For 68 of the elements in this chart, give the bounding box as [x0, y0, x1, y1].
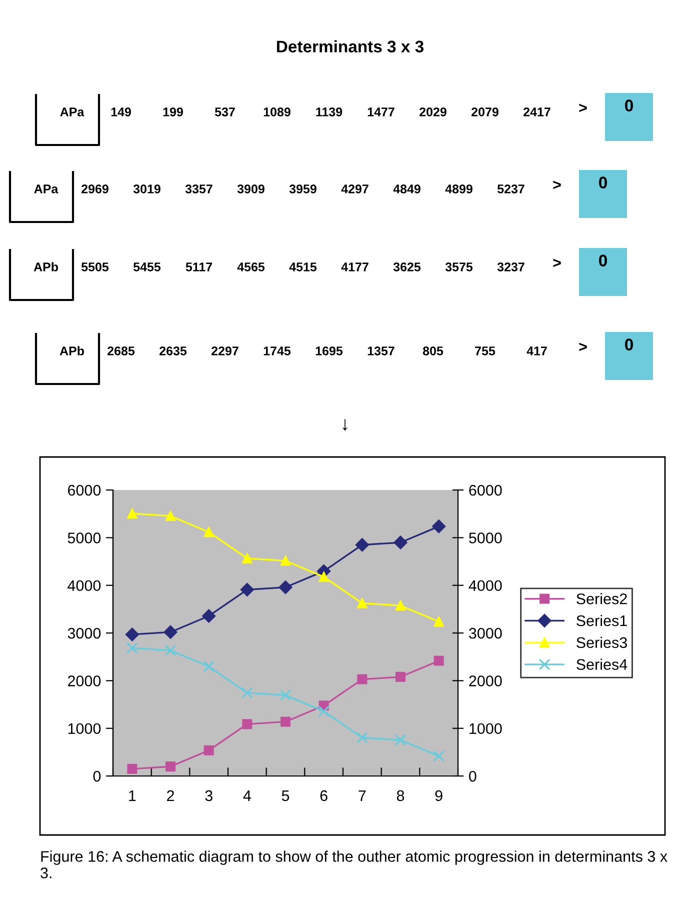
point: [166, 762, 176, 772]
y2-tick-label: 6000: [469, 484, 502, 496]
text: APb 2685 2635 2297 1745 1695 1357 805 755 417 > 0: [60, 338, 633, 356]
chart-title: Determinants 3 x 3: [277, 40, 424, 52]
x-tick-label: 5: [282, 790, 290, 802]
x-tick-label: 7: [358, 790, 366, 801]
text: APa 149 199 537 1089 1139 1477 2029 2079 2417 > 0: [60, 100, 633, 116]
point: [125, 628, 139, 642]
point: [126, 642, 138, 654]
point: [204, 745, 214, 756]
point: [396, 600, 406, 611]
y2-tick-label: 2000: [469, 676, 502, 686]
point: [280, 690, 292, 701]
point: [433, 750, 445, 762]
y-tick-label: 1000: [68, 723, 101, 734]
point: [432, 520, 446, 534]
point: [280, 716, 290, 727]
point: [278, 580, 292, 594]
text: APb 5505 5455 5117 4565 4515 4177 3625 3575 3237 > 0: [34, 254, 607, 272]
legend-label: Series1: [576, 614, 627, 626]
point: [357, 598, 368, 608]
y2-tick-label: 3000: [469, 628, 502, 639]
legend-label: Series2: [576, 593, 627, 604]
point: [202, 609, 216, 623]
text: APa 2969 3019 3357 3909 3959 4297 4849 4899 5237 > 0: [34, 176, 607, 194]
point: [127, 764, 138, 774]
point: [240, 582, 254, 596]
x-tick-label: 4: [243, 790, 251, 801]
point: [242, 719, 252, 730]
point: [357, 674, 368, 684]
x-tick-label: 6: [320, 790, 328, 802]
point: [241, 687, 253, 699]
point: [203, 660, 215, 672]
point: [434, 616, 444, 627]
y2-tick-label: 1000: [470, 723, 502, 734]
point: [355, 538, 369, 552]
y-tick-label: 2000: [68, 676, 101, 686]
text: ↓: [342, 419, 348, 431]
y-tick-label: 4000: [68, 580, 101, 592]
point: [394, 536, 408, 550]
point: [164, 625, 178, 639]
x-tick-label: 8: [396, 790, 404, 802]
x-tick-label: 3: [205, 790, 212, 802]
y-tick-label: 0: [93, 770, 101, 782]
legend-label: Series3: [576, 636, 627, 648]
x-tick-label: 2: [167, 790, 174, 801]
caption: Figure 16: A schematic diagram to show of the outher atomic progression in determinants 3 x 3.: [40, 850, 668, 878]
point: [242, 553, 252, 564]
point: [164, 644, 176, 656]
point: [204, 527, 214, 538]
y-tick-label: 6000: [68, 484, 101, 496]
point: [280, 556, 290, 566]
y-tick-label: 5000: [68, 532, 101, 544]
point: [318, 706, 330, 718]
y2-tick-label: 4000: [468, 580, 502, 592]
point: [396, 672, 406, 682]
point: [434, 656, 444, 666]
y2-tick-label: 0: [469, 770, 476, 782]
point: [394, 734, 406, 746]
point: [166, 510, 176, 521]
x-tick-label: 1: [129, 790, 136, 801]
x-tick-label: 9: [435, 790, 442, 802]
legend-label: Series4: [576, 658, 628, 670]
point: [356, 732, 368, 744]
y-tick-label: 3000: [68, 628, 101, 639]
point: [127, 508, 138, 519]
y2-tick-label: 5000: [469, 532, 502, 544]
point: [318, 572, 329, 582]
